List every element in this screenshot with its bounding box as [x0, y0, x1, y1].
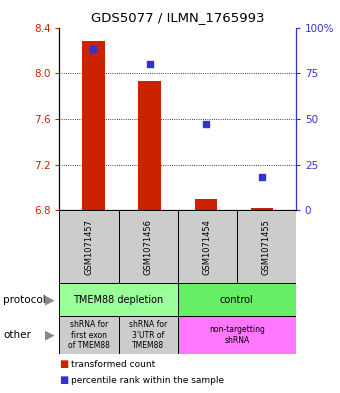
Bar: [59, 210, 119, 283]
Text: transformed count: transformed count: [71, 360, 156, 369]
Bar: [59, 316, 119, 354]
Text: non-targetting
shRNA: non-targetting shRNA: [209, 325, 265, 345]
Text: GSM1071455: GSM1071455: [262, 219, 271, 275]
Bar: [194, 199, 217, 210]
Bar: [237, 210, 296, 283]
Text: ■: ■: [59, 359, 69, 369]
Bar: [177, 210, 237, 283]
Text: ▶: ▶: [45, 329, 54, 342]
Text: TMEM88 depletion: TMEM88 depletion: [73, 295, 164, 305]
Bar: [177, 283, 296, 316]
Text: GSM1071456: GSM1071456: [143, 219, 153, 275]
Bar: [119, 316, 177, 354]
Title: GDS5077 / ILMN_1765993: GDS5077 / ILMN_1765993: [91, 11, 265, 24]
Text: control: control: [220, 295, 254, 305]
Text: ▶: ▶: [45, 293, 54, 306]
Bar: [82, 41, 104, 210]
Text: shRNA for
first exon
of TMEM88: shRNA for first exon of TMEM88: [68, 320, 110, 350]
Text: protocol: protocol: [3, 295, 46, 305]
Bar: [119, 210, 177, 283]
Text: GSM1071454: GSM1071454: [203, 219, 212, 275]
Text: GSM1071457: GSM1071457: [85, 219, 94, 275]
Text: percentile rank within the sample: percentile rank within the sample: [71, 376, 224, 385]
Bar: [138, 81, 161, 210]
Text: shRNA for
3'UTR of
TMEM88: shRNA for 3'UTR of TMEM88: [129, 320, 167, 350]
Bar: [251, 208, 273, 210]
Text: ■: ■: [59, 375, 69, 385]
Bar: [59, 283, 177, 316]
Text: other: other: [3, 330, 31, 340]
Bar: [177, 316, 296, 354]
